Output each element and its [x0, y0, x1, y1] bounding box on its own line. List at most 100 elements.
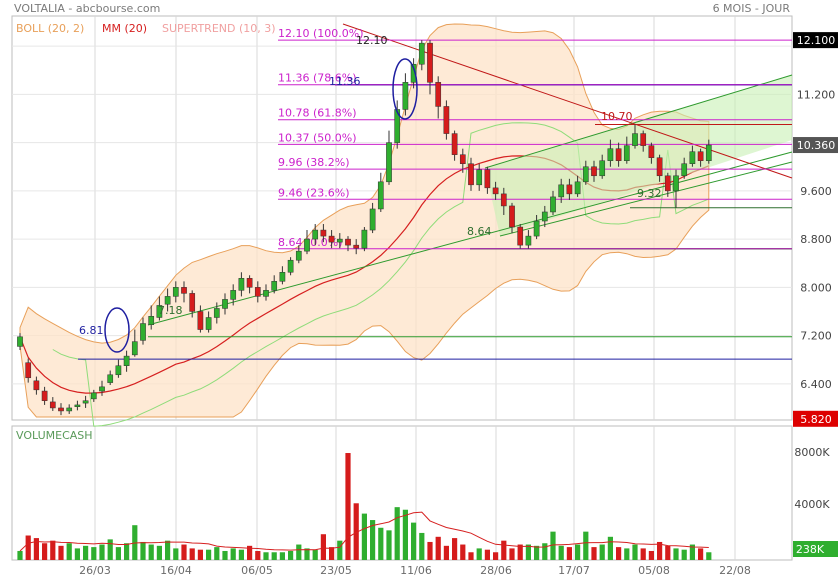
candle-body	[566, 184, 573, 195]
candle-body	[287, 259, 294, 273]
volume-bar	[271, 552, 277, 560]
candle-body	[254, 287, 261, 297]
volume-bar	[304, 548, 310, 560]
candle-body	[705, 144, 712, 161]
volume-bar	[443, 545, 449, 560]
volume-bar	[91, 547, 97, 560]
volume-bar	[312, 549, 318, 560]
candle-body	[123, 355, 130, 366]
candle-body	[353, 244, 360, 249]
volume-bar	[616, 547, 622, 560]
volume-bar	[124, 543, 130, 560]
volume-bar	[542, 543, 548, 560]
candle-body	[238, 278, 245, 291]
candle-body	[582, 166, 589, 183]
x-tick-label: 05/08	[638, 564, 670, 577]
x-tick-label: 22/08	[719, 564, 751, 577]
price-tag-label: 5.820	[800, 413, 832, 426]
x-tick-label: 23/05	[320, 564, 352, 577]
candle-body	[115, 365, 122, 376]
candle-body	[263, 290, 269, 297]
volume-bar	[476, 548, 482, 560]
volume-bar	[648, 550, 654, 560]
volume-bar	[411, 522, 417, 560]
volume-tick-label: 4000K	[794, 498, 830, 511]
volume-ma-line	[19, 511, 709, 552]
volume-bar	[345, 453, 351, 560]
legend-supertrend: SUPERTREND (10, 3)	[162, 22, 276, 35]
volume-bar	[484, 549, 490, 560]
candle-body	[509, 205, 515, 228]
volume-bar	[83, 545, 89, 560]
price-tag	[793, 32, 838, 49]
price-tick-label: 9.600	[800, 185, 832, 198]
candle-body	[451, 133, 458, 155]
candle-body	[82, 400, 89, 404]
chart-title: VOLTALIA - abcbourse.com	[14, 2, 160, 15]
x-tick-label: 26/03	[79, 564, 111, 577]
price-tag	[793, 410, 838, 427]
price-tag-label: 10.360	[797, 139, 836, 152]
highlight-ellipse	[104, 307, 130, 353]
candle-body	[632, 133, 638, 146]
candle-body	[574, 181, 581, 195]
fib-label: 10.37 (50.0%)	[278, 131, 357, 144]
volume-bar	[74, 548, 80, 560]
volume-bar	[361, 513, 367, 560]
candle-body	[189, 293, 196, 312]
candle-body	[58, 407, 64, 412]
candle-body	[328, 235, 335, 243]
candle-body	[66, 407, 73, 412]
volume-bar	[329, 547, 335, 560]
volume-bar	[509, 548, 515, 560]
bollinger-band	[19, 23, 710, 418]
fib-label: 9.46 (23.6%)	[278, 186, 350, 199]
candle-body	[345, 238, 351, 246]
volume-bar	[534, 545, 540, 560]
volume-tag	[793, 541, 838, 557]
candle-body	[197, 311, 204, 330]
volume-bar	[99, 544, 105, 560]
volume-bar	[624, 548, 630, 560]
candle-body	[435, 82, 442, 107]
fib-label: 10.78 (61.8%)	[278, 107, 357, 120]
candle-body	[131, 341, 138, 356]
candle-body	[623, 145, 630, 161]
candle-body	[304, 238, 310, 252]
volume-bar	[386, 530, 392, 560]
volume-bar	[66, 543, 72, 560]
price-tick-label: 8.000	[800, 281, 832, 294]
candle-body	[205, 317, 212, 330]
volume-bar	[607, 536, 613, 560]
annotation-label: 9.32	[637, 187, 662, 200]
volume-bar	[296, 544, 302, 560]
candle-body	[468, 163, 474, 186]
trend-channel-upper	[484, 74, 793, 169]
annotation-label: 12.10	[356, 34, 388, 47]
candle-body	[476, 169, 483, 186]
annotation-label: 7.18	[158, 304, 183, 317]
candle-body	[394, 109, 401, 143]
volume-bar	[501, 540, 507, 560]
x-tick-label: 16/04	[160, 564, 192, 577]
volume-bar	[689, 544, 695, 560]
volume-bar	[558, 545, 564, 560]
volume-bar	[575, 544, 581, 560]
volume-label: VOLUMECASH	[16, 429, 93, 442]
candle-body	[312, 229, 319, 240]
volume-bar	[17, 550, 23, 560]
volume-bar	[550, 531, 556, 560]
candle-body	[140, 323, 146, 341]
volume-bar	[370, 520, 376, 560]
candle-body	[33, 380, 40, 391]
volume-bar	[288, 550, 294, 560]
volume-bar	[50, 540, 56, 560]
x-tick-label: 28/06	[480, 564, 512, 577]
volume-bar	[222, 550, 228, 560]
volume-bar	[591, 547, 597, 560]
volume-bar	[640, 548, 646, 560]
candle-body	[377, 181, 384, 210]
price-tick-label: 6.400	[800, 378, 832, 391]
volume-bar	[115, 547, 121, 560]
